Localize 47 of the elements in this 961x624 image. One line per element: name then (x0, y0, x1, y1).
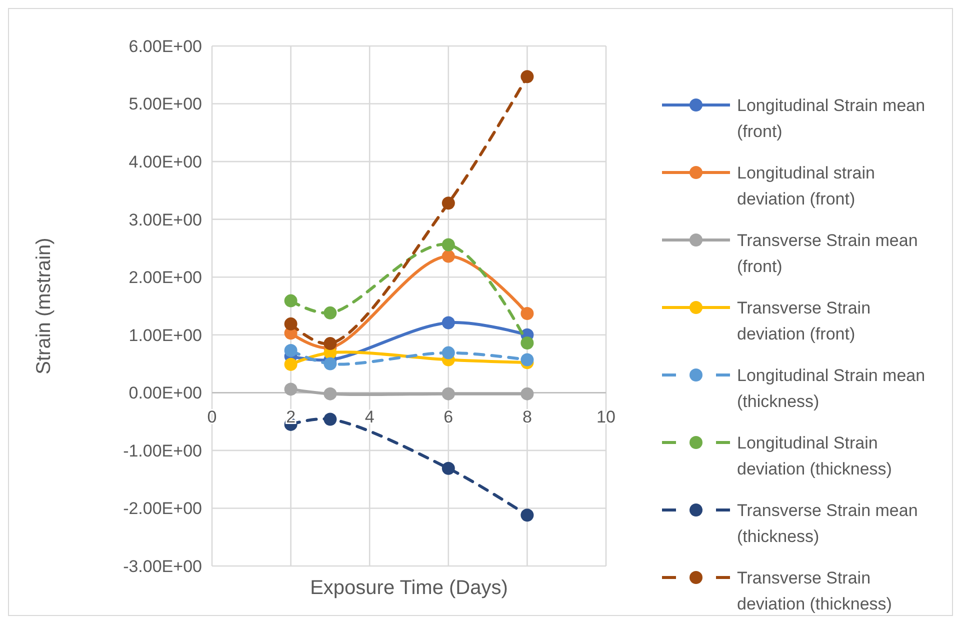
x-tick-label: 0 (207, 408, 217, 427)
x-axis-title: Exposure Time (Days) (310, 577, 508, 599)
legend-label: Longitudinal Strain mean (thickness) (737, 366, 926, 411)
point (284, 294, 298, 308)
point (442, 196, 455, 210)
y-tick-label: -1.00E+00 (123, 441, 202, 460)
point (324, 337, 337, 350)
point (284, 317, 298, 330)
point (324, 387, 337, 400)
legend-label: Longitudinal strain deviation (front) (737, 163, 875, 208)
x-tick-label: 6 (444, 408, 454, 427)
y-tick-label: 0.00E+00 (128, 384, 202, 403)
legend-label: Transverse Strain mean (front) (737, 230, 918, 276)
point (324, 306, 337, 320)
y-tick-label: 6.00E+00 (128, 36, 202, 56)
y-tick-label: -2.00E+00 (123, 499, 202, 518)
x-tick-label: 4 (364, 408, 374, 427)
point (284, 344, 298, 357)
point (442, 238, 455, 252)
y-tick-label: 4.00E+00 (128, 152, 202, 172)
legend-label: Transverse Strain deviation (thickness) (737, 568, 892, 614)
point (442, 250, 455, 263)
legend-label: Transverse Strain deviation (front) (737, 298, 871, 344)
y-tick-label: 3.00E+00 (128, 210, 202, 230)
point (284, 358, 298, 371)
point (324, 412, 337, 426)
point (520, 307, 534, 320)
point (520, 70, 534, 84)
legend-label: Transverse Strain mean (thickness) (737, 500, 918, 546)
point (284, 382, 298, 396)
point (520, 387, 534, 400)
legend-label: Longitudinal Strain mean (front) (737, 96, 926, 141)
y-axis-title: Strain (mstrain) (33, 238, 55, 374)
point (520, 336, 534, 350)
x-tick-label: 10 (596, 408, 616, 427)
y-tick-label: 1.00E+00 (128, 326, 202, 345)
point (442, 316, 455, 330)
point (520, 508, 534, 522)
point (442, 346, 455, 360)
point (442, 387, 455, 400)
y-tick-label: 2.00E+00 (128, 268, 202, 288)
x-tick-label: 8 (522, 408, 532, 427)
point (520, 353, 534, 366)
y-tick-label: -3.00E+00 (123, 556, 202, 576)
legend-label: Longitudinal Strain deviation (thickness) (737, 433, 892, 478)
y-tick-label: 5.00E+00 (128, 94, 202, 114)
point (442, 462, 455, 475)
